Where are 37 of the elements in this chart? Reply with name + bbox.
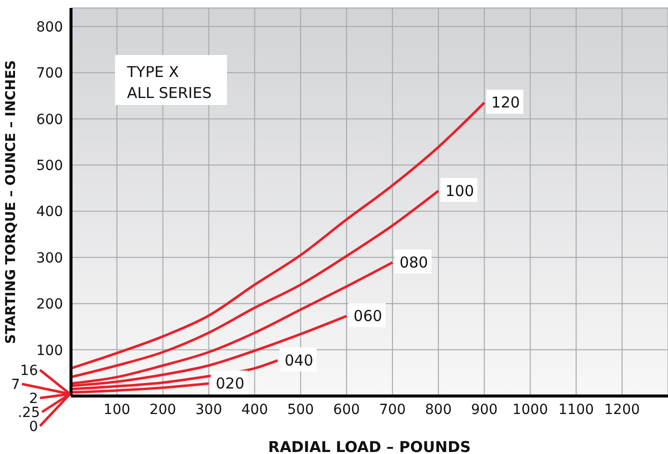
series-label: 120 — [491, 94, 520, 112]
series-label: 040 — [284, 351, 314, 370]
line-series — [71, 101, 486, 370]
text: 16 — [20, 363, 38, 379]
y-tick-label: 600 — [36, 112, 63, 128]
text: 7 — [11, 377, 20, 393]
x-tick-label: 1000 — [512, 402, 548, 418]
text: 2 — [29, 391, 38, 407]
y-tick-label: 200 — [36, 296, 63, 313]
x-tick-label: 700 — [379, 402, 406, 418]
series-label: 020 — [216, 374, 244, 393]
series-label: 100 — [445, 182, 474, 200]
text: TYPE X — [126, 63, 179, 81]
y-tick-label: 800 — [36, 19, 63, 36]
text: 0 — [29, 419, 38, 435]
y-tick-label: 500 — [36, 158, 63, 174]
y-tick-label: 400 — [36, 204, 63, 220]
x-tick-label: 800 — [425, 402, 452, 418]
series-label: 060 — [354, 307, 382, 326]
x-tick-label: 400 — [241, 402, 268, 418]
y-tick-label: 100 — [36, 342, 63, 359]
x-tick-label: 200 — [149, 402, 176, 418]
x-tick-label: 900 — [470, 402, 498, 418]
text: ALL SERIES — [127, 84, 212, 102]
series-label: 080 — [399, 254, 428, 272]
y-axis-title: STARTING TORQUE – OUNCE – INCHES — [2, 60, 19, 344]
x-axis-title: RADIAL LOAD – POUNDS — [268, 438, 471, 454]
x-tick-label: 600 — [333, 402, 360, 418]
x-tick-label: 300 — [195, 402, 222, 418]
x-tick-label: 1200 — [604, 402, 640, 418]
x-tick-label: 100 — [104, 402, 130, 418]
x-tick-label: 500 — [287, 402, 314, 418]
y-tick-label: 300 — [36, 250, 63, 266]
text: .25 — [18, 405, 40, 421]
line-series — [71, 190, 440, 378]
x-tick-label: 1100 — [558, 402, 594, 418]
y-tick-label: 700 — [36, 66, 63, 82]
